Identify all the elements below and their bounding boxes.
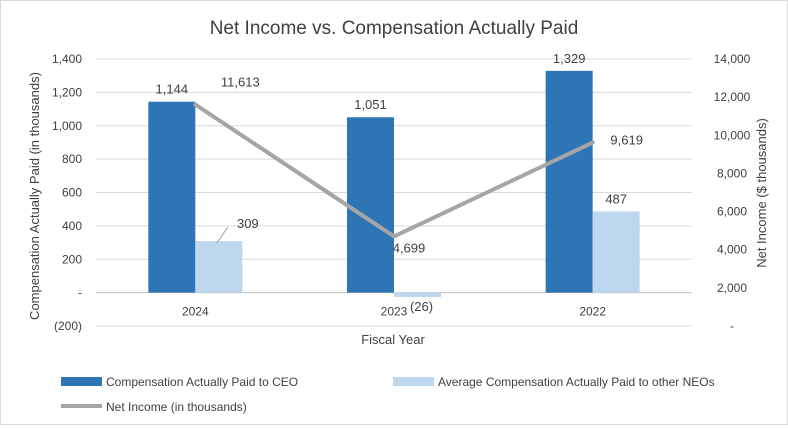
legend-swatch: [393, 377, 434, 386]
net-income-line-group: [193, 102, 595, 239]
net-income-data-label: 4,699: [393, 240, 426, 255]
left-tick-label: 1,200: [52, 85, 82, 99]
ceo-cap-data-label: 1,329: [553, 51, 586, 66]
legend: Compensation Actually Paid to CEO Average…: [61, 375, 715, 414]
left-tick-label: 1,000: [52, 119, 82, 133]
neo-avg-cap-bar: [195, 241, 243, 293]
left-tick-label: 1,400: [52, 52, 82, 66]
left-tick-label: (200): [54, 319, 82, 333]
net-income-point: [193, 102, 198, 107]
data-labels: 1,144 1,051 1,329 309 (26) 487 11,613 4,699 9,61…: [156, 51, 643, 314]
left-tick-label: 800: [62, 152, 82, 166]
x-axis-title: Fiscal Year: [361, 332, 425, 347]
right-tick-label: 10,000: [714, 128, 751, 142]
legend-swatch: [61, 377, 102, 386]
ceo-cap-data-label: 1,051: [354, 97, 387, 112]
chart-title: Net Income vs. Compensation Actually Pai…: [210, 18, 579, 39]
category-label: 2022: [579, 305, 606, 319]
right-axis-title: Net Income ($ thousands): [754, 118, 769, 268]
neo-avg-cap-data-label: (26): [410, 299, 433, 314]
ceo-cap-bar: [347, 117, 394, 293]
net-income-point: [392, 234, 396, 239]
neo-avg-cap-bar: [592, 211, 640, 293]
ceo-cap-bar: [148, 101, 196, 293]
right-tick-label: 8,000: [717, 166, 747, 180]
legend-label: Average Compensation Actually Paid to ot…: [438, 375, 715, 389]
ceo-cap-bar: [545, 70, 593, 293]
right-tick-label: 12,000: [714, 90, 751, 104]
neo-avg-cap-data-label: 487: [605, 191, 627, 206]
right-tick-label: 14,000: [714, 52, 751, 66]
bars: [148, 70, 640, 297]
right-tick-label: 4,000: [717, 243, 747, 257]
net-income-point: [590, 140, 595, 145]
neo-avg-cap-data-label: 309: [237, 216, 259, 231]
left-tick-label: 400: [62, 219, 82, 233]
left-axis-title: Compensation Actually Paid (in thousands…: [27, 72, 42, 320]
axes: (200) - 200 400 600 800 1,000 1,200 1,400 - 2,000 4…: [52, 52, 751, 333]
net-income-data-label: 9,619: [610, 133, 643, 148]
category-label: 2023: [381, 305, 408, 319]
left-tick-label: 200: [62, 252, 82, 266]
category-label: 2024: [182, 305, 209, 319]
left-tick-label: -: [78, 286, 82, 300]
neo-avg-cap-bar: [394, 292, 441, 297]
neo-label-leader-line: [216, 226, 229, 244]
left-tick-label: 600: [62, 186, 82, 200]
ceo-cap-data-label: 1,144: [156, 82, 189, 97]
right-tick-label: 2,000: [717, 281, 747, 295]
net-income-data-label: 11,613: [221, 75, 260, 90]
legend-label: Compensation Actually Paid to CEO: [106, 375, 298, 389]
right-tick-label: 6,000: [717, 205, 747, 219]
legend-label: Net Income (in thousands): [106, 400, 247, 414]
right-tick-label: -: [730, 319, 734, 333]
